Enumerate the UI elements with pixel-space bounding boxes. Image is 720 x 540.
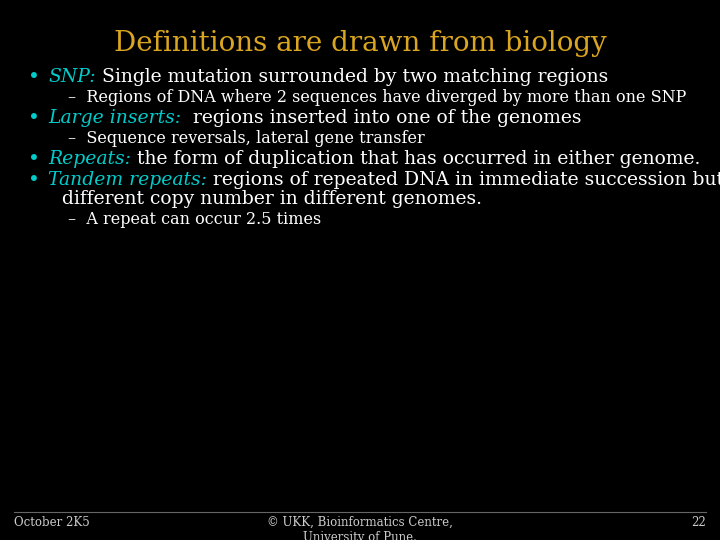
Text: the form of duplication that has occurred in either genome.: the form of duplication that has occurre… [131, 150, 701, 168]
Text: Large inserts:: Large inserts: [48, 109, 181, 127]
Text: •: • [28, 171, 40, 190]
Text: October 2K5: October 2K5 [14, 516, 90, 529]
Text: © UKK, Bioinformatics Centre,
University of Pune.: © UKK, Bioinformatics Centre, University… [267, 516, 453, 540]
Text: Definitions are drawn from biology: Definitions are drawn from biology [114, 30, 606, 57]
Text: –  Sequence reversals, lateral gene transfer: – Sequence reversals, lateral gene trans… [68, 130, 425, 147]
Text: –  Regions of DNA where 2 sequences have diverged by more than one SNP: – Regions of DNA where 2 sequences have … [68, 89, 686, 106]
Text: Tandem repeats:: Tandem repeats: [48, 171, 207, 189]
Text: regions of repeated DNA in immediate succession but with: regions of repeated DNA in immediate suc… [207, 171, 720, 189]
Text: •: • [28, 109, 40, 128]
Text: different copy number in different genomes.: different copy number in different genom… [62, 190, 482, 208]
Text: SNP:: SNP: [48, 68, 96, 86]
Text: •: • [28, 68, 40, 87]
Text: –  A repeat can occur 2.5 times: – A repeat can occur 2.5 times [68, 211, 321, 228]
Text: Repeats:: Repeats: [48, 150, 131, 168]
Text: Single mutation surrounded by two matching regions: Single mutation surrounded by two matchi… [96, 68, 608, 86]
Text: 22: 22 [691, 516, 706, 529]
Text: regions inserted into one of the genomes: regions inserted into one of the genomes [181, 109, 582, 127]
Text: •: • [28, 150, 40, 169]
